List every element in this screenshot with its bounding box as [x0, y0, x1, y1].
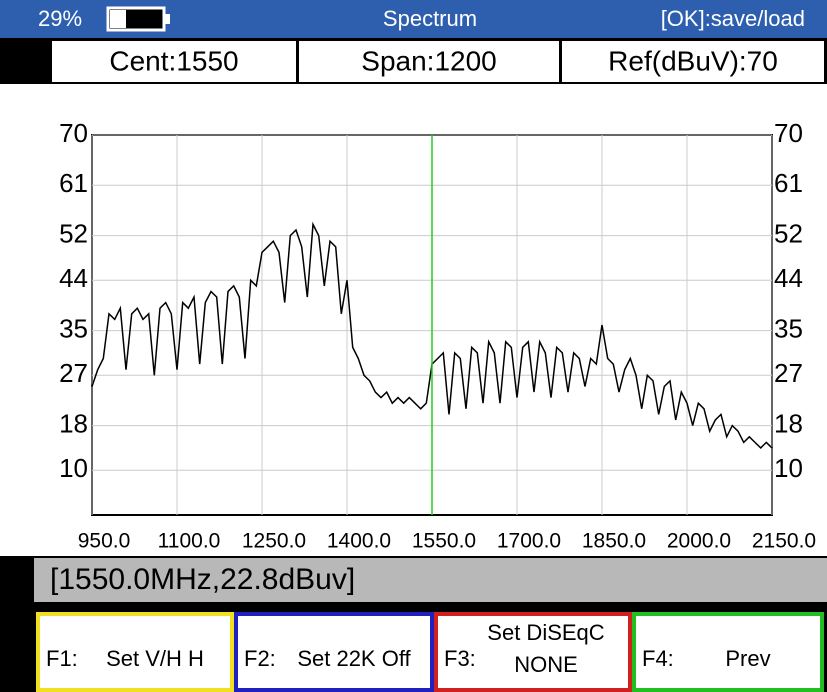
button-key: F3: [444, 646, 476, 671]
y-tick-label-right: 52 [774, 218, 803, 248]
x-tick-label: 1850.0 [582, 530, 646, 553]
button-key: F2: [244, 646, 276, 671]
y-tick-label: 44 [59, 263, 88, 293]
y-tick-label-right: 27 [774, 358, 803, 388]
header-title: Spectrum [383, 6, 477, 31]
y-tick-label-right: 18 [774, 408, 803, 438]
y-tick-label: 35 [59, 313, 88, 343]
param-ref: Ref(dBuV):70 [608, 45, 778, 76]
button-value: NONE [514, 652, 578, 677]
x-tick-label: 1550.0 [412, 530, 476, 553]
button-label: Set V/H H [106, 646, 204, 671]
x-tick-label: 1100.0 [158, 530, 221, 553]
y-tick-label-right: 35 [774, 313, 803, 343]
y-tick-label: 70 [59, 118, 88, 148]
x-tick-label: 1400.0 [327, 530, 391, 553]
button-label: Prev [725, 646, 770, 671]
y-tick-label-right: 10 [774, 453, 803, 483]
y-tick-label: 61 [59, 168, 88, 198]
function-button[interactable] [434, 612, 632, 692]
x-tick-label: 1700.0 [497, 530, 561, 553]
button-label: Set 22K Off [297, 646, 411, 671]
x-tick-label: 950.0 [78, 530, 131, 553]
button-key: F1: [46, 646, 78, 671]
param-center: Cent:1550 [109, 45, 238, 76]
function-button[interactable] [36, 612, 234, 692]
param-box [52, 41, 296, 82]
y-tick-label-right: 70 [774, 118, 803, 148]
y-tick-label: 10 [59, 453, 88, 483]
x-tick-label: 1250.0 [242, 530, 306, 553]
battery-level: 29% [38, 6, 82, 31]
y-tick-label-right: 44 [774, 263, 803, 293]
x-tick-label: 2000.0 [667, 530, 731, 553]
y-tick-label-right: 61 [774, 168, 803, 198]
battery-fill [110, 10, 126, 28]
status-text: [1550.0MHz,22.8dBuv] [50, 563, 355, 596]
param-box [562, 41, 824, 82]
battery-tip [164, 14, 170, 24]
function-button[interactable] [632, 612, 824, 692]
param-box [299, 41, 559, 82]
function-button[interactable] [234, 612, 434, 692]
header-hint: [OK]:save/load [661, 6, 805, 31]
y-tick-label: 18 [59, 408, 88, 438]
y-tick-label: 52 [59, 218, 88, 248]
status-box [34, 558, 827, 602]
y-tick-label: 27 [59, 358, 88, 388]
param-span: Span:1200 [361, 45, 496, 76]
button-label: Set DiSEqC [487, 620, 604, 645]
x-tick-label: 2150.0 [752, 530, 816, 553]
button-key: F4: [642, 646, 674, 671]
